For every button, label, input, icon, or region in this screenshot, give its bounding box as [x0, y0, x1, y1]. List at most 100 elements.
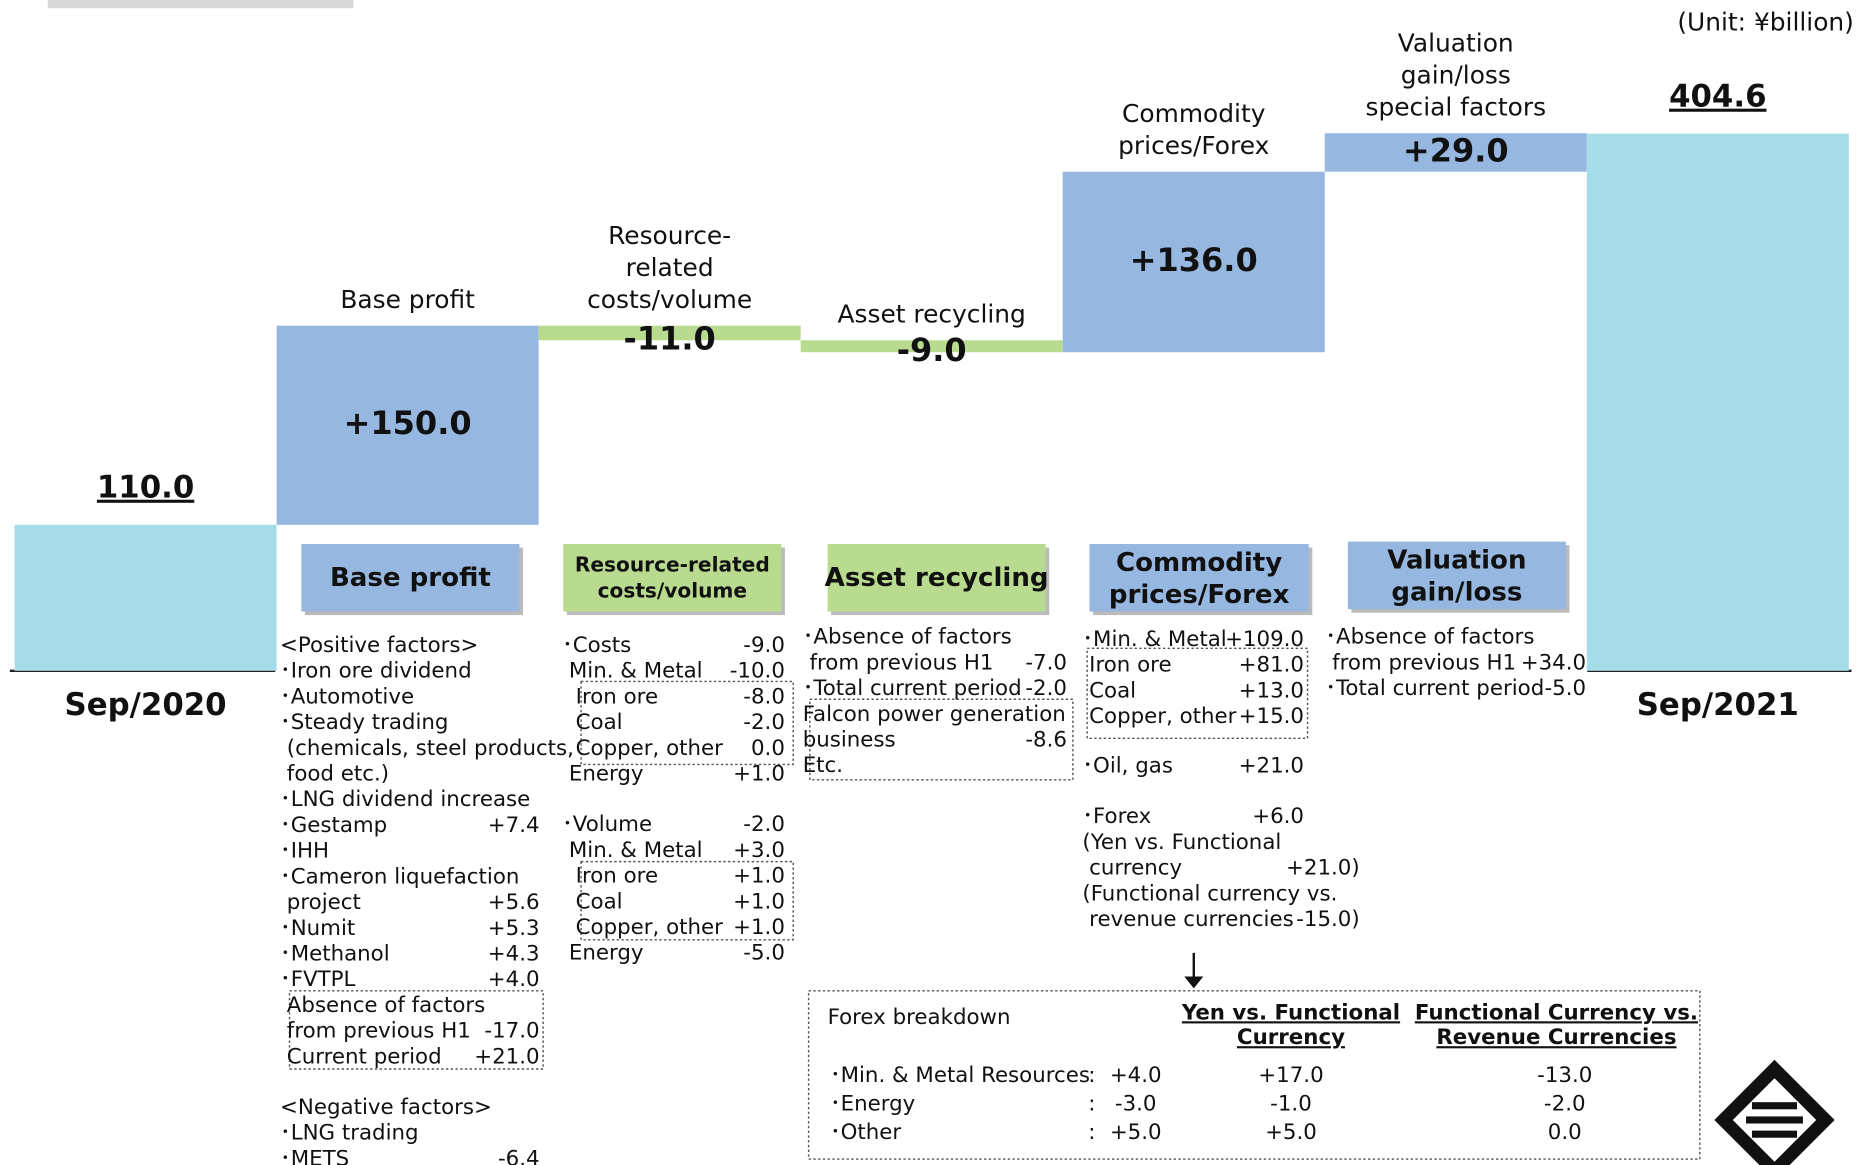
forex-column-header: Yen vs. Functional Currency [1181, 1000, 1400, 1050]
note-value: +1.0 [733, 761, 785, 786]
note-text: Energy [562, 941, 643, 966]
note-text: Absence of factors [280, 993, 485, 1018]
category-label: Resource-related costs/volume [587, 221, 752, 314]
note-text: ･Methanol [280, 942, 390, 967]
note-text: <Negative factors> [280, 1095, 492, 1120]
note-value: -2.0 [1025, 676, 1067, 701]
note-text: ･Gestamp [280, 813, 387, 838]
note-text: ･Absence of factors [803, 625, 1012, 650]
note-text: Copper, other [562, 915, 723, 940]
value-label: -11.0 [624, 319, 716, 357]
value-label: 110.0 [97, 470, 194, 506]
note-value: +5.6 [488, 890, 540, 915]
note-text: from previous H1 [280, 1019, 471, 1044]
note-text: Copper, other [1082, 704, 1236, 729]
note-value: -7.0 [1025, 650, 1067, 675]
note-value: +4.0 [488, 967, 540, 992]
note-value: +109.0 [1225, 627, 1304, 652]
note-text: Coal [562, 889, 623, 914]
forex-cell: -3.0 [1115, 1092, 1157, 1117]
note-box [1086, 647, 1309, 740]
value-label: 404.6 [1669, 79, 1766, 115]
note-text: ･Total current period [1325, 676, 1544, 701]
note-text: (Functional currency vs. [1082, 881, 1337, 906]
panel-heading-box [563, 543, 782, 612]
note-text: ･Cameron liquefaction [280, 864, 519, 889]
note-text: ･Steady trading [280, 710, 448, 735]
note-text: ･Min. & Metal [1082, 627, 1226, 652]
note-text: <Positive factors> [280, 633, 478, 658]
note-text: Current period [280, 1044, 442, 1069]
note-text: ･FVTPL [280, 967, 355, 992]
forex-cell: : [1088, 1092, 1095, 1117]
note-text: currency [1082, 856, 1182, 881]
forex-cell: +4.0 [1110, 1063, 1162, 1088]
panel-heading-box [1089, 543, 1309, 612]
forex-cell: ･Min. & Metal Resources [830, 1063, 1090, 1088]
note-value: +6.0 [1252, 804, 1304, 829]
note-value: +5.3 [488, 916, 540, 941]
note-text: project [280, 890, 361, 915]
forex-cell: 0.0 [1548, 1120, 1582, 1145]
category-label: Asset recycling [838, 299, 1026, 328]
arrow-head [1184, 976, 1204, 989]
note-text: ･Numit [280, 916, 355, 941]
note-text: (chemicals, steel products, [280, 736, 574, 761]
note-value: +34.0 [1521, 650, 1586, 675]
panel-heading: Base profit [330, 563, 491, 593]
forex-cell: ･Other [830, 1120, 901, 1145]
forex-cell: +17.0 [1258, 1063, 1323, 1088]
note-value: -15.0) [1296, 907, 1360, 932]
note-text: (Yen vs. Functional [1082, 830, 1281, 855]
note-text: ･Total current period [803, 676, 1022, 701]
note-value: -9.0 [743, 633, 785, 658]
category-label: Sep/2021 [1637, 687, 1799, 723]
note-text: ･Costs [562, 633, 631, 658]
header-strip [47, 0, 354, 9]
note-box [580, 860, 794, 941]
bar [538, 325, 801, 341]
panel-heading: Commodity prices/Forex [1109, 547, 1290, 609]
bar [800, 340, 1063, 353]
forex-title: Forex breakdown [828, 1005, 1011, 1030]
forex-cell: +5.0 [1110, 1120, 1162, 1145]
note-text: Copper, other [562, 736, 723, 761]
note-value: +21.0 [1239, 754, 1304, 779]
category-label: Sep/2020 [65, 687, 227, 723]
note-value: -5.0 [743, 941, 785, 966]
note-value: +21.0) [1286, 856, 1360, 881]
unit-label: (Unit: ¥billion) [1677, 8, 1854, 37]
value-label: -9.0 [897, 331, 967, 369]
note-text: ･LNG trading [280, 1121, 419, 1146]
note-value: +1.0 [733, 889, 785, 914]
category-label: Valuation gain/loss special factors [1365, 28, 1546, 121]
logo [1714, 1059, 1835, 1165]
category-label: Base profit [340, 285, 475, 314]
note-text: ･Automotive [280, 684, 414, 709]
value-label: +136.0 [1130, 241, 1258, 279]
bar [14, 524, 277, 671]
forex-cell: ･Energy [830, 1092, 915, 1117]
forex-cell: -13.0 [1537, 1063, 1592, 1088]
forex-cell: : [1088, 1120, 1095, 1145]
bar [276, 325, 539, 525]
note-value: +15.0 [1239, 704, 1304, 729]
note-text: revenue currencies [1082, 907, 1293, 932]
note-text: Iron ore [562, 684, 658, 709]
forex-cell: -1.0 [1270, 1092, 1312, 1117]
note-value: +1.0 [733, 915, 785, 940]
note-value: +21.0 [474, 1044, 539, 1069]
note-value: +81.0 [1239, 653, 1304, 678]
note-box [809, 698, 1074, 781]
note-text: Min. & Metal [562, 659, 702, 684]
note-text: ･METS [280, 1146, 349, 1165]
panel-heading-box [827, 543, 1046, 612]
note-text: ･Oil, gas [1082, 754, 1173, 779]
bar [1586, 133, 1849, 671]
note-text: business [803, 727, 896, 752]
note-value: +13.0 [1239, 678, 1304, 703]
note-value: -6.4 [498, 1146, 540, 1165]
note-value: -2.0 [743, 812, 785, 837]
note-box [580, 680, 794, 766]
panel-heading: Resource-related costs/volume [575, 552, 770, 602]
